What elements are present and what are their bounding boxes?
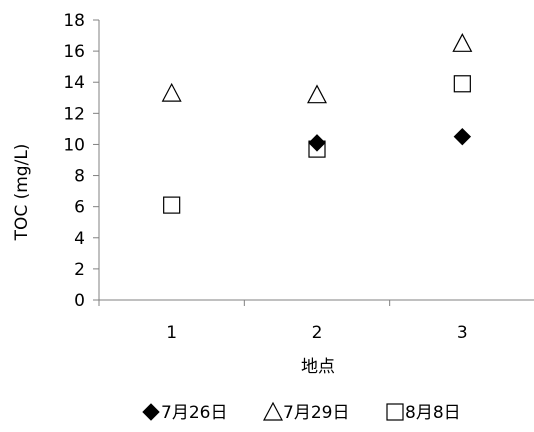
y-tick-label: 14 <box>63 73 85 93</box>
data-point <box>307 84 327 104</box>
y-tick-label: 0 <box>74 291 85 311</box>
data-point <box>453 127 472 146</box>
y-tick-group: 0 2 4 6 8 10 12 14 16 18 <box>63 11 99 311</box>
y-tick-label: 2 <box>74 260 85 280</box>
data-point <box>163 196 181 214</box>
legend-label: 8月8日 <box>405 403 461 423</box>
x-axis-title: 地点 <box>301 357 335 377</box>
y-tick-label: 10 <box>63 135 85 155</box>
legend-marker <box>142 403 160 421</box>
y-tick-label: 8 <box>74 167 85 187</box>
legend: 7月26日 7月29日 8月8日 <box>142 401 461 423</box>
y-tick-label: 18 <box>63 11 85 31</box>
y-axis-title: TOC (mg/L) <box>12 144 32 242</box>
data-point <box>308 140 326 158</box>
y-tick-label: 16 <box>63 42 85 62</box>
axes <box>98 20 534 301</box>
legend-marker <box>263 401 283 421</box>
y-tick-label: 6 <box>74 198 85 218</box>
data-points <box>161 33 473 214</box>
data-point <box>452 33 473 52</box>
legend-label: 7月26日 <box>161 403 227 423</box>
x-tick-label: 1 <box>166 323 177 343</box>
data-point <box>308 134 326 152</box>
data-point <box>453 75 471 93</box>
data-point <box>161 82 182 102</box>
y-tick-label: 12 <box>63 104 85 124</box>
legend-marker <box>386 403 404 421</box>
x-tick-group: 1 2 3 <box>98 300 468 343</box>
x-tick-label: 3 <box>457 323 468 343</box>
x-tick-label: 2 <box>312 323 323 343</box>
legend-label: 7月29日 <box>283 403 349 423</box>
y-tick-label: 4 <box>74 229 85 249</box>
